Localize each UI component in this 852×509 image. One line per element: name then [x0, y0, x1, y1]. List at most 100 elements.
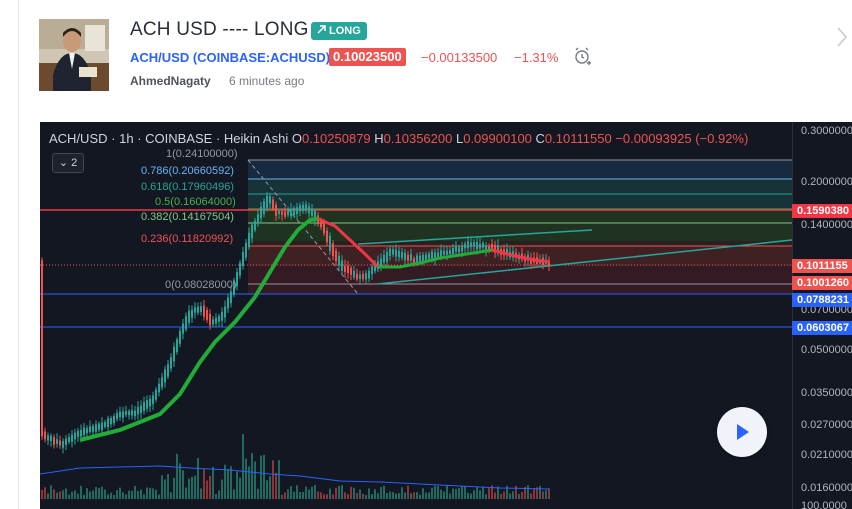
volume-bar — [158, 494, 160, 499]
volume-bar — [257, 488, 259, 499]
volume-bar — [254, 461, 256, 499]
candle-body — [113, 416, 115, 424]
symbol-link[interactable]: ACH/USD (COINBASE:ACHUSD) — [130, 50, 331, 65]
candle-body — [308, 206, 310, 214]
axis-tick: 0.0500000 — [801, 344, 852, 356]
volume-bar — [380, 487, 382, 499]
candle-body — [83, 427, 85, 435]
long-badge-label: LONG — [329, 25, 361, 37]
candle-body — [476, 242, 478, 250]
candle-body — [191, 309, 193, 318]
volume-bar — [149, 487, 151, 499]
candle-body — [227, 297, 229, 309]
volume-bar — [152, 488, 154, 499]
candle-body — [146, 400, 148, 409]
candle-body — [254, 220, 256, 231]
candle-body — [314, 210, 316, 221]
add-alert-icon[interactable] — [573, 46, 593, 71]
volume-bar — [548, 489, 550, 499]
candle-body — [299, 205, 301, 212]
chart-panel[interactable]: ACH/USD · 1h · COINBASE · Heikin Ashi O0… — [40, 122, 852, 509]
volume-bar — [401, 487, 403, 499]
volume-bar — [524, 486, 526, 499]
candle-body — [380, 258, 382, 267]
legend-low-label: L — [455, 131, 464, 146]
indicators-toggle[interactable]: ⌄ 2 — [52, 153, 84, 173]
candle-body — [506, 248, 508, 255]
volume-bar — [176, 453, 178, 499]
triangle-upper-line[interactable] — [357, 229, 593, 245]
idea-title[interactable]: ACH USD ---- LONG — [130, 19, 309, 40]
candle-body — [497, 245, 499, 253]
volume-bar — [272, 460, 274, 499]
volume-bar — [68, 494, 70, 499]
candle-body — [230, 291, 232, 304]
candle-body — [482, 243, 484, 248]
candle-body — [176, 339, 178, 353]
candle-body — [485, 244, 487, 251]
volume-bar — [431, 487, 433, 499]
fib-label-786: 0.786(0.20660592) — [141, 165, 234, 177]
play-button[interactable] — [717, 407, 767, 457]
candle-body — [203, 305, 205, 317]
volume-bar — [230, 466, 232, 499]
volume-bar — [248, 466, 250, 499]
candle-body — [392, 249, 394, 255]
volume-bar — [77, 493, 79, 499]
volume-bar — [239, 477, 241, 499]
long-badge: LONG — [311, 22, 367, 40]
candle-body — [293, 207, 295, 216]
volume-bar — [275, 472, 277, 499]
volume-bar — [281, 494, 283, 499]
candle-body — [164, 369, 166, 383]
volume-bar — [200, 488, 202, 499]
chevron-right-icon[interactable] — [836, 26, 848, 53]
candle-body — [185, 316, 187, 330]
candle-body — [473, 242, 475, 246]
legend-interval[interactable]: 1h — [119, 131, 134, 146]
fib-label-1: 1(0.24100000) — [166, 148, 238, 160]
candle-body — [365, 273, 367, 280]
price-tag-red-line: 0.1590380 — [792, 204, 852, 218]
candle-body — [374, 263, 376, 272]
candle-body — [80, 429, 82, 437]
triangle-lower-line[interactable] — [377, 239, 792, 285]
candle-body — [140, 405, 142, 414]
candle-body — [218, 315, 220, 322]
axis-tick: 0.0700000 — [801, 304, 852, 316]
volume-bar — [47, 493, 49, 499]
volume-bar — [212, 467, 214, 499]
volume-bar — [167, 473, 169, 499]
candle-body — [341, 260, 343, 271]
candle-body — [353, 270, 355, 278]
axis-tick: 0.0350000 — [801, 387, 852, 399]
volume-bar — [227, 469, 229, 499]
author-name[interactable]: AhmedNagaty — [130, 74, 211, 88]
candle-body — [290, 208, 292, 217]
price-axis[interactable]: 0.3000000 0.2000000 0.1400000 0.0700000 … — [792, 122, 852, 509]
axis-tick: 100.0000 — [801, 500, 847, 509]
candle-body — [383, 254, 385, 263]
candle-body — [65, 438, 67, 446]
price-tag-blue-lower: 0.0603067 — [792, 321, 852, 335]
candle-body — [320, 220, 322, 228]
volume-bar — [374, 489, 376, 499]
chart-canvas[interactable] — [40, 122, 792, 509]
candle-body — [200, 306, 202, 312]
volume-bar — [482, 487, 484, 499]
candle-body — [386, 252, 388, 262]
volume-bar — [470, 493, 472, 499]
volume-bar — [134, 485, 136, 499]
legend-high-label: H — [374, 131, 384, 146]
legend-symbol[interactable]: ACH/USD — [49, 131, 108, 146]
author-avatar[interactable] — [39, 19, 109, 91]
axis-tick: 0.1400000 — [801, 219, 852, 231]
candle-body — [326, 230, 328, 243]
volume-bar — [56, 492, 58, 499]
volume-bar — [83, 494, 85, 499]
candle-body — [311, 209, 313, 216]
volume-bar — [299, 492, 301, 499]
volume-bar — [518, 493, 520, 499]
legend-exchange: COINBASE — [145, 131, 213, 146]
volume-bar — [389, 491, 391, 499]
